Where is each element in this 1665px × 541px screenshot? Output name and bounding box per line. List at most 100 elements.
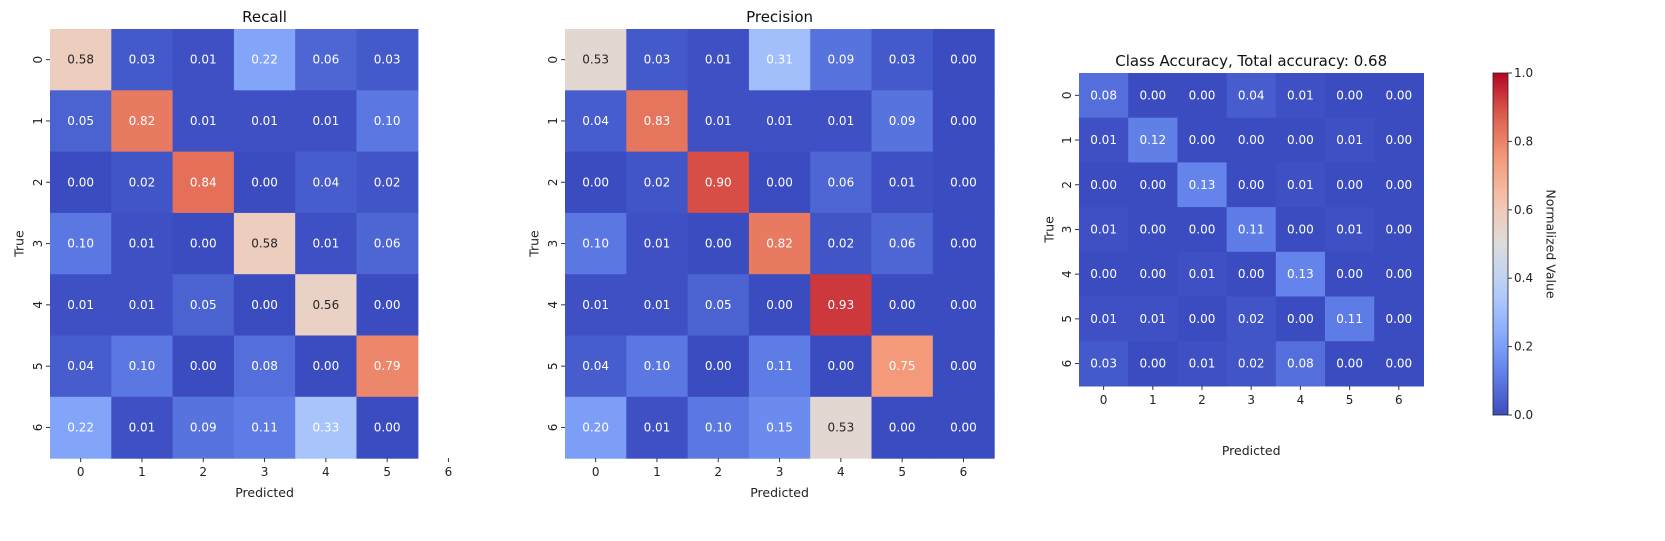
cell-value-label: 0.03: [1090, 357, 1117, 371]
heatmap-cell: [50, 212, 112, 275]
heatmap-cell: [233, 151, 296, 214]
heatmap-cell: [1177, 251, 1228, 298]
heatmap-cell: [1128, 162, 1178, 208]
heatmap-cell: [111, 212, 174, 275]
cell-value-label: 0.08: [1090, 88, 1117, 102]
y-tick-label: 5: [1060, 315, 1074, 323]
x-tick-label: 1: [138, 465, 146, 479]
y-tick-label: 4: [31, 301, 45, 309]
heatmap-cell: [295, 90, 358, 153]
heatmap-cell: [1079, 73, 1129, 119]
cell-value-label: 0.00: [950, 420, 977, 434]
heatmap-cell: [356, 151, 419, 214]
x-tick-label: 3: [261, 465, 269, 479]
colorbar-tick-label: 0.6: [1514, 203, 1533, 217]
heatmap-cell: [1226, 207, 1277, 253]
heatmap-cell: [871, 396, 934, 459]
cell-value-label: 0.01: [644, 420, 671, 434]
colorbar-bar: [1492, 72, 1509, 416]
cell-value-label: 0.75: [889, 359, 916, 373]
cell-value-label: 0.01: [705, 53, 732, 67]
cell-value-label: 0.01: [1090, 133, 1117, 147]
heatmap-cell: [1079, 162, 1129, 208]
cell-value-label: 0.00: [1287, 312, 1314, 326]
cell-value-label: 0.79: [374, 359, 401, 373]
cell-value-label: 0.04: [582, 359, 609, 373]
heatmap-cell: [932, 274, 995, 337]
heatmap-cell: [1177, 117, 1228, 163]
cell-value-label: 0.00: [67, 175, 94, 189]
heatmap-cell: [1226, 341, 1277, 387]
x-tick-label: 5: [898, 465, 906, 479]
cell-value-label: 0.00: [766, 175, 793, 189]
cell-value-label: 0.01: [1336, 133, 1363, 147]
cell-value-label: 0.08: [1287, 357, 1314, 371]
heatmap-cell: [748, 151, 811, 214]
heatmap-cell: [1374, 341, 1424, 387]
heatmap-cell: [810, 396, 873, 459]
heatmap-cell: [810, 151, 873, 214]
heatmap-cell: [626, 335, 689, 398]
x-tick-label: 6: [960, 465, 968, 479]
cell-value-label: 0.00: [1139, 357, 1166, 371]
heatmap-cell: [932, 212, 995, 275]
heatmap-cell: [1275, 341, 1326, 387]
heatmap-cell: [1275, 207, 1326, 253]
cell-value-label: 0.00: [1287, 133, 1314, 147]
heatmap-cell: [50, 151, 112, 214]
y-tick-label: 6: [546, 424, 560, 432]
chart-title: Class Accuracy, Total accuracy: 0.68: [1115, 52, 1387, 70]
cell-value-label: 0.00: [705, 359, 732, 373]
cell-value-label: 0.00: [251, 298, 278, 312]
y-axis-label: True: [1042, 216, 1057, 244]
cell-value-label: 0.01: [644, 237, 671, 251]
heatmap-cell: [1079, 296, 1129, 342]
cell-value-label: 0.00: [1238, 178, 1265, 192]
cell-value-label: 0.01: [251, 114, 278, 128]
heatmap-cell: [1177, 341, 1228, 387]
cell-value-label: 0.00: [582, 175, 609, 189]
cell-value-label: 0.58: [67, 53, 94, 67]
cell-value-label: 0.04: [1238, 88, 1265, 102]
heatmap-cell: [748, 212, 811, 275]
cell-value-label: 0.06: [312, 53, 339, 67]
colorbar-tick-label: 0.8: [1514, 134, 1533, 148]
heatmap-cell: [1226, 296, 1277, 342]
heatmap-cell: [687, 151, 750, 214]
heatmap-cell: [50, 90, 112, 153]
cell-value-label: 0.13: [1189, 178, 1216, 192]
y-tick-label: 0: [546, 56, 560, 64]
heatmap-cell: [172, 396, 235, 459]
cell-value-label: 0.01: [582, 298, 609, 312]
cell-value-label: 0.11: [251, 420, 278, 434]
heatmap-cell: [871, 29, 934, 91]
cell-value-label: 0.05: [190, 298, 217, 312]
cell-value-label: 0.02: [1238, 312, 1265, 326]
cell-value-label: 0.53: [582, 53, 609, 67]
cell-value-label: 0.00: [1336, 88, 1363, 102]
x-tick-label: 4: [1297, 393, 1305, 407]
heatmap-cell: [172, 90, 235, 153]
cell-value-label: 0.84: [190, 175, 217, 189]
cell-value-label: 0.00: [1385, 267, 1412, 281]
heatmap-cell: [932, 29, 995, 91]
cell-value-label: 0.08: [251, 359, 278, 373]
heatmap-cell: [1079, 341, 1129, 387]
cell-value-label: 0.00: [1090, 178, 1117, 192]
cell-value-label: 0.10: [67, 237, 94, 251]
cell-value-label: 0.06: [889, 237, 916, 251]
heatmap-cell: [932, 90, 995, 153]
heatmap-cell: [1325, 341, 1375, 387]
cell-value-label: 0.01: [312, 237, 339, 251]
x-tick-label: 6: [1395, 393, 1403, 407]
heatmap-cell: [932, 396, 995, 459]
heatmap-cell: [565, 151, 627, 214]
cell-value-label: 0.13: [1287, 267, 1314, 281]
cell-value-label: 0.02: [644, 175, 671, 189]
heatmap-cell: [1128, 117, 1178, 163]
cell-value-label: 0.02: [129, 175, 156, 189]
cell-value-label: 0.00: [950, 114, 977, 128]
x-tick-label: 0: [592, 465, 600, 479]
cell-value-label: 0.02: [827, 237, 854, 251]
heatmap-cell: [233, 274, 296, 337]
